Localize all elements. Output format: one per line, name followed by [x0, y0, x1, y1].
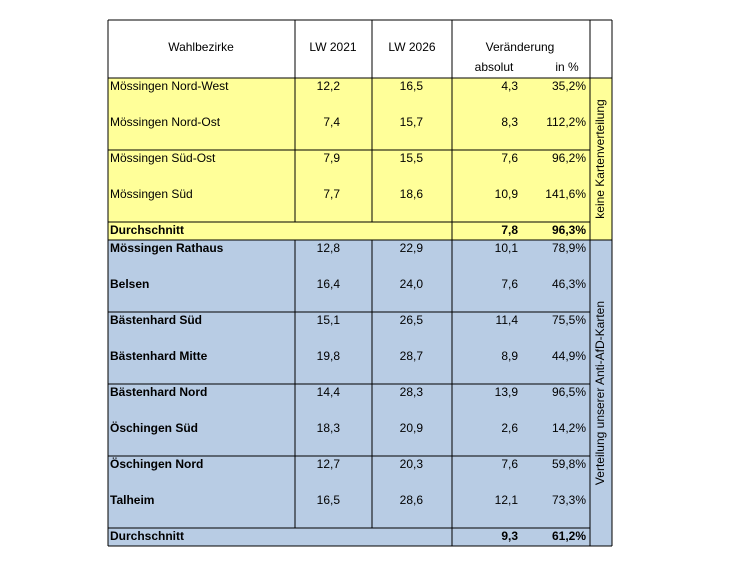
district-name: Öschingen Nord [110, 456, 203, 471]
lw2026-value: 28,7 [400, 349, 424, 363]
header-lw2026: LW 2026 [388, 40, 435, 54]
lw2021-value: 12,2 [317, 79, 341, 93]
percent-change: 112,2% [546, 115, 586, 129]
absolute-change: 8,3 [501, 115, 518, 129]
absolute-change: 7,6 [501, 151, 518, 165]
header-name: Wahlbezirke [168, 40, 234, 54]
average-label: Durchschnitt [110, 223, 184, 237]
average-percent: 61,2% [552, 529, 586, 543]
average-label: Durchschnitt [110, 529, 184, 543]
percent-change: 96,5% [552, 385, 586, 399]
lw2026-value: 15,7 [400, 115, 424, 129]
absolute-change: 11,4 [496, 313, 519, 327]
lw2026-value: 22,9 [400, 241, 424, 255]
district-name: Öschingen Süd [110, 420, 198, 435]
district-name: Mössingen Süd [110, 187, 193, 201]
percent-change: 44,9% [552, 349, 586, 363]
lw2021-value: 16,4 [317, 277, 341, 291]
header-percent: in % [555, 60, 579, 74]
absolute-change: 2,6 [501, 421, 518, 435]
percent-change: 46,3% [552, 277, 586, 291]
percent-change: 75,5% [552, 313, 586, 327]
absolute-change: 12,1 [495, 493, 519, 507]
absolute-change: 10,9 [495, 187, 519, 201]
district-name: Talheim [110, 493, 154, 507]
district-name: Mössingen Nord-Ost [110, 115, 221, 129]
average-absolute: 7,8 [501, 223, 518, 237]
district-name: Mössingen Süd-Ost [110, 151, 216, 165]
percent-change: 14,2% [552, 421, 586, 435]
lw2026-value: 18,6 [400, 187, 424, 201]
lw2026-value: 16,5 [400, 79, 424, 93]
absolute-change: 7,6 [501, 277, 518, 291]
absolute-change: 8,9 [501, 349, 518, 363]
percent-change: 73,3% [552, 493, 586, 507]
lw2026-value: 24,0 [400, 277, 424, 291]
district-name: Bästenhard Süd [110, 313, 202, 327]
absolute-change: 13,9 [495, 385, 519, 399]
district-name: Bästenhard Mitte [110, 349, 208, 363]
lw2026-value: 20,9 [400, 421, 424, 435]
percent-change: 96,2% [552, 151, 586, 165]
lw2021-value: 7,4 [323, 115, 340, 129]
side-label: Verteilung unserer Anti-AfD-Karten [593, 301, 607, 485]
percent-change: 35,2% [552, 79, 586, 93]
header-absolute: absolut [475, 60, 514, 74]
average-percent: 96,3% [552, 223, 586, 237]
lw2021-value: 19,8 [317, 349, 341, 363]
lw2021-value: 7,9 [323, 151, 340, 165]
absolute-change: 7,6 [501, 457, 518, 471]
percent-change: 141,6% [545, 187, 586, 201]
lw2021-value: 12,7 [317, 457, 341, 471]
average-absolute: 9,3 [501, 529, 518, 543]
district-name: Mössingen Rathaus [110, 241, 224, 255]
lw2026-value: 15,5 [400, 151, 424, 165]
lw2021-value: 18,3 [317, 421, 341, 435]
lw2026-value: 28,3 [400, 385, 424, 399]
group-background [108, 240, 612, 546]
lw2021-value: 7,7 [323, 187, 340, 201]
lw2021-value: 16,5 [317, 493, 341, 507]
percent-change: 78,9% [552, 241, 586, 255]
side-label: keine Kartenverteilung [593, 99, 607, 218]
district-name: Bästenhard Nord [110, 385, 207, 399]
district-name: Belsen [110, 277, 149, 291]
absolute-change: 4,3 [501, 79, 518, 93]
group-background [108, 78, 612, 240]
header-change: Veränderung [486, 40, 555, 54]
lw2021-value: 12,8 [317, 241, 341, 255]
lw2026-value: 28,6 [400, 493, 424, 507]
percent-change: 59,8% [552, 457, 586, 471]
lw2021-value: 14,4 [317, 385, 341, 399]
absolute-change: 10,1 [495, 241, 519, 255]
district-name: Mössingen Nord-West [110, 79, 229, 93]
lw2026-value: 20,3 [400, 457, 424, 471]
lw2026-value: 26,5 [400, 313, 424, 327]
header-lw2021: LW 2021 [309, 40, 356, 54]
lw2021-value: 15,1 [317, 313, 341, 327]
